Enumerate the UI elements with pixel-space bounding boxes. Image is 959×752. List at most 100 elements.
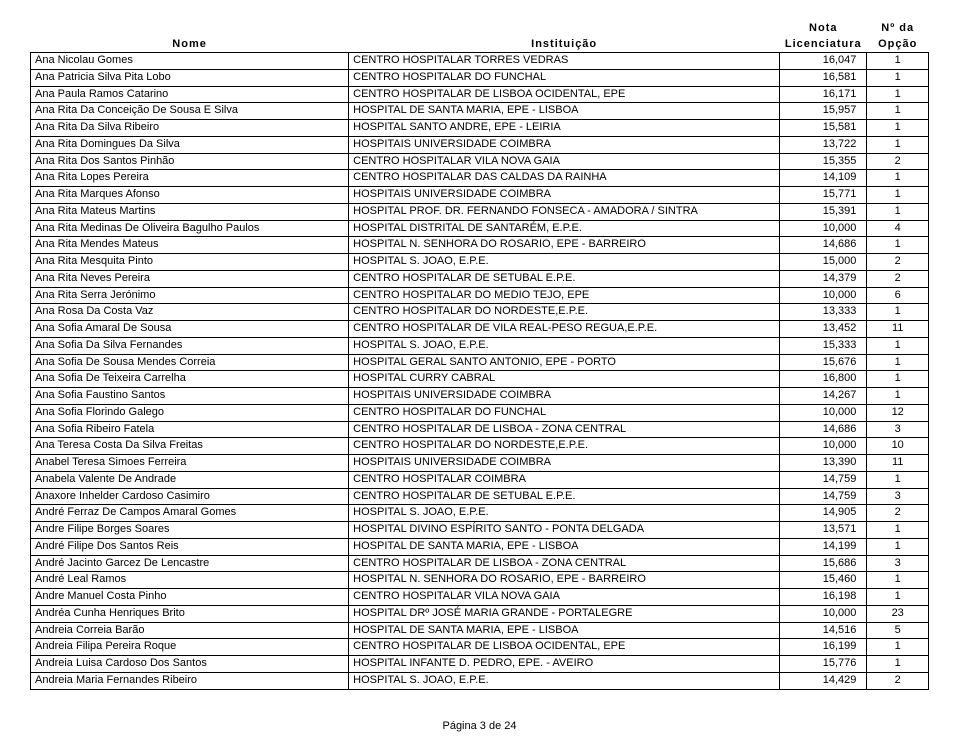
table-row: André Ferraz De Campos Amaral GomesHOSPI… <box>31 505 929 522</box>
cell-inst: HOSPITAL S. JOAO, E.P.E. <box>349 337 780 354</box>
table-row: Ana Sofia De Teixeira CarrelhaHOSPITAL C… <box>31 371 929 388</box>
cell-nome: Ana Teresa Costa Da Silva Freitas <box>31 438 349 455</box>
cell-nota: 15,391 <box>780 203 867 220</box>
table-row: Anabel Teresa Simoes FerreiraHOSPITAIS U… <box>31 455 929 472</box>
table-row: Ana Rita Da Silva RibeiroHOSPITAL SANTO … <box>31 120 929 137</box>
header-nota-l1: Nota <box>780 20 867 36</box>
header-nome: Nome <box>31 20 349 53</box>
table-row: Anaxore Inhelder Cardoso CasimiroCENTRO … <box>31 488 929 505</box>
cell-inst: HOSPITAIS UNIVERSIDADE COIMBRA <box>349 388 780 405</box>
cell-opcao: 5 <box>867 622 929 639</box>
cell-nota: 14,429 <box>780 672 867 689</box>
cell-inst: CENTRO HOSPITALAR DE LISBOA OCIDENTAL, E… <box>349 639 780 656</box>
table-row: Ana Patricia Silva Pita LoboCENTRO HOSPI… <box>31 69 929 86</box>
cell-inst: CENTRO HOSPITALAR DE LISBOA - ZONA CENTR… <box>349 421 780 438</box>
cell-nome: Ana Rita Mendes Mateus <box>31 237 349 254</box>
cell-inst: HOSPITAIS UNIVERSIDADE COIMBRA <box>349 136 780 153</box>
cell-nome: Ana Sofia Florindo Galego <box>31 404 349 421</box>
cell-opcao: 11 <box>867 321 929 338</box>
cell-nota: 15,686 <box>780 555 867 572</box>
cell-opcao: 6 <box>867 287 929 304</box>
table-row: Ana Rita Mateus MartinsHOSPITAL PROF. DR… <box>31 203 929 220</box>
cell-inst: HOSPITAL DIVINO ESPÍRITO SANTO - PONTA D… <box>349 522 780 539</box>
cell-nome: Ana Sofia Amaral De Sousa <box>31 321 349 338</box>
table-row: Ana Sofia Florindo GalegoCENTRO HOSPITAL… <box>31 404 929 421</box>
cell-nome: Ana Rita Marques Afonso <box>31 187 349 204</box>
cell-inst: CENTRO HOSPITALAR DO FUNCHAL <box>349 69 780 86</box>
table-row: Ana Rita Serra JerónimoCENTRO HOSPITALAR… <box>31 287 929 304</box>
cell-nota: 14,686 <box>780 237 867 254</box>
cell-inst: CENTRO HOSPITALAR DE LISBOA OCIDENTAL, E… <box>349 86 780 103</box>
cell-nome: Ana Nicolau Gomes <box>31 53 349 70</box>
table-row: Andre Filipe Borges SoaresHOSPITAL DIVIN… <box>31 522 929 539</box>
table-row: Ana Rita Domingues Da SilvaHOSPITAIS UNI… <box>31 136 929 153</box>
cell-opcao: 1 <box>867 354 929 371</box>
table-row: Ana Sofia Amaral De SousaCENTRO HOSPITAL… <box>31 321 929 338</box>
cell-nota: 15,460 <box>780 572 867 589</box>
cell-inst: HOSPITAL CURRY CABRAL <box>349 371 780 388</box>
table-row: Ana Sofia Da Silva FernandesHOSPITAL S. … <box>31 337 929 354</box>
cell-nota: 15,000 <box>780 254 867 271</box>
cell-opcao: 1 <box>867 53 929 70</box>
table-row: Ana Rita Da Conceição De Sousa E SilvaHO… <box>31 103 929 120</box>
cell-inst: HOSPITAIS UNIVERSIDADE COIMBRA <box>349 187 780 204</box>
cell-nota: 14,905 <box>780 505 867 522</box>
cell-nome: Ana Rita Da Conceição De Sousa E Silva <box>31 103 349 120</box>
cell-nome: Anabela Valente De Andrade <box>31 471 349 488</box>
cell-opcao: 1 <box>867 136 929 153</box>
cell-nome: Ana Sofia De Sousa Mendes Correia <box>31 354 349 371</box>
cell-inst: HOSPITAIS UNIVERSIDADE COIMBRA <box>349 455 780 472</box>
cell-inst: HOSPITAL N. SENHORA DO ROSARIO, EPE - BA… <box>349 572 780 589</box>
table-row: Ana Nicolau GomesCENTRO HOSPITALAR TORRE… <box>31 53 929 70</box>
table-row: André Jacinto Garcez De LencastreCENTRO … <box>31 555 929 572</box>
cell-nome: André Ferraz De Campos Amaral Gomes <box>31 505 349 522</box>
cell-nome: Ana Rita Mesquita Pinto <box>31 254 349 271</box>
cell-nome: Anabel Teresa Simoes Ferreira <box>31 455 349 472</box>
cell-nome: Andre Filipe Borges Soares <box>31 522 349 539</box>
cell-opcao: 2 <box>867 672 929 689</box>
cell-nota: 14,199 <box>780 538 867 555</box>
cell-inst: HOSPITAL S. JOAO, E.P.E. <box>349 672 780 689</box>
cell-nota: 14,516 <box>780 622 867 639</box>
cell-nome: Ana Sofia Faustino Santos <box>31 388 349 405</box>
table-row: Ana Rita Mendes MateusHOSPITAL N. SENHOR… <box>31 237 929 254</box>
cell-nome: Andreia Correia Barão <box>31 622 349 639</box>
cell-opcao: 3 <box>867 421 929 438</box>
table-row: Ana Rita Mesquita PintoHOSPITAL S. JOAO,… <box>31 254 929 271</box>
cell-nome: Ana Rosa Da Costa Vaz <box>31 304 349 321</box>
table-row: Andréa Cunha Henriques BritoHOSPITAL DRº… <box>31 605 929 622</box>
table-row: Anabela Valente De AndradeCENTRO HOSPITA… <box>31 471 929 488</box>
cell-nota: 13,333 <box>780 304 867 321</box>
cell-nota: 10,000 <box>780 287 867 304</box>
cell-nome: Andreia Luisa Cardoso Dos Santos <box>31 656 349 673</box>
cell-nome: André Filipe Dos Santos Reis <box>31 538 349 555</box>
cell-inst: HOSPITAL DRº JOSÉ MARIA GRANDE - PORTALE… <box>349 605 780 622</box>
table-row: Ana Rita Marques AfonsoHOSPITAIS UNIVERS… <box>31 187 929 204</box>
cell-opcao: 1 <box>867 237 929 254</box>
cell-inst: HOSPITAL DE SANTA MARIA, EPE - LISBOA <box>349 103 780 120</box>
cell-nome: Andre Manuel Costa Pinho <box>31 589 349 606</box>
cell-nota: 14,267 <box>780 388 867 405</box>
cell-inst: HOSPITAL SANTO ANDRE, EPE - LEIRIA <box>349 120 780 137</box>
cell-inst: CENTRO HOSPITALAR DE SETUBAL E.P.E. <box>349 488 780 505</box>
cell-opcao: 4 <box>867 220 929 237</box>
cell-inst: HOSPITAL DE SANTA MARIA, EPE - LISBOA <box>349 622 780 639</box>
cell-opcao: 1 <box>867 69 929 86</box>
cell-inst: CENTRO HOSPITALAR COIMBRA <box>349 471 780 488</box>
cell-opcao: 1 <box>867 471 929 488</box>
cell-opcao: 1 <box>867 187 929 204</box>
cell-opcao: 2 <box>867 153 929 170</box>
cell-opcao: 2 <box>867 505 929 522</box>
cell-nota: 16,199 <box>780 639 867 656</box>
cell-nota: 15,676 <box>780 354 867 371</box>
cell-nome: Andreia Maria Fernandes Ribeiro <box>31 672 349 689</box>
cell-opcao: 1 <box>867 589 929 606</box>
cell-nome: Ana Paula Ramos Catarino <box>31 86 349 103</box>
header-inst: Instituição <box>349 20 780 53</box>
cell-nota: 14,379 <box>780 270 867 287</box>
cell-nota: 10,000 <box>780 404 867 421</box>
cell-nome: Anaxore Inhelder Cardoso Casimiro <box>31 488 349 505</box>
table-row: Andreia Correia BarãoHOSPITAL DE SANTA M… <box>31 622 929 639</box>
table-row: Andre Manuel Costa PinhoCENTRO HOSPITALA… <box>31 589 929 606</box>
table-row: Ana Sofia Ribeiro FatelaCENTRO HOSPITALA… <box>31 421 929 438</box>
